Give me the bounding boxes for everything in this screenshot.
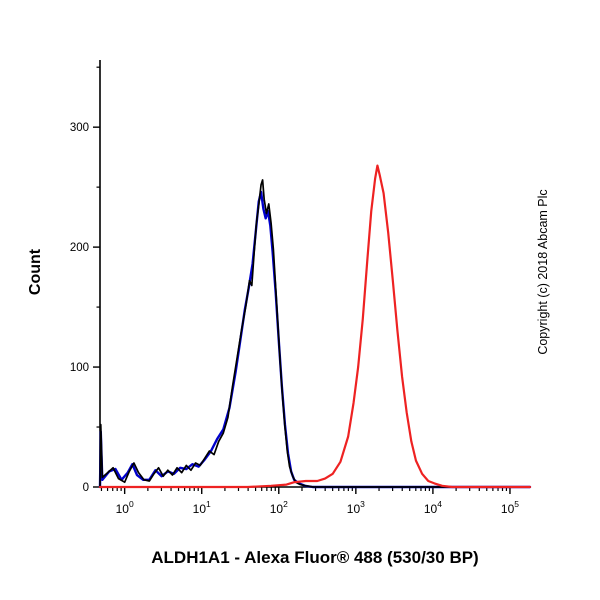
y-tick-label: 0 <box>83 482 89 494</box>
y-tick-label: 200 <box>70 242 89 254</box>
y-axis-label: Count <box>27 248 44 296</box>
x-tick-label: 103 <box>347 499 365 516</box>
x-tick-label: 105 <box>501 499 519 516</box>
copyright-text: Copyright (c) 2018 Abcam Plc <box>536 189 550 355</box>
red-curve <box>98 164 532 489</box>
y-tick-label: 100 <box>70 362 89 374</box>
x-tick-label: 104 <box>424 499 442 516</box>
x-tick-label: 102 <box>270 499 288 516</box>
y-tick-label: 300 <box>70 122 89 134</box>
x-tick-label: 101 <box>193 499 211 516</box>
x-axis-title: ALDH1A1 - Alexa Fluor® 488 (530/30 BP) <box>151 548 479 567</box>
black-curve <box>99 179 531 488</box>
axes <box>99 60 530 488</box>
blue-curve <box>98 190 532 489</box>
x-tick-label: 100 <box>116 499 134 516</box>
